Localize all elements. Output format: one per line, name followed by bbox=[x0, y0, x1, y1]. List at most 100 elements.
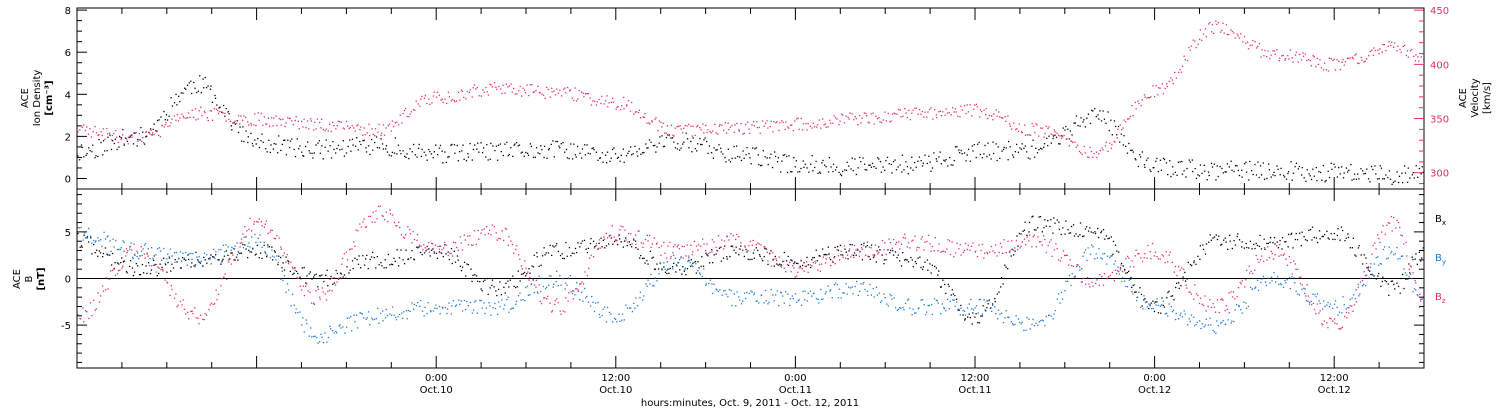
density-point bbox=[265, 148, 267, 150]
density-point bbox=[397, 144, 400, 146]
density-point bbox=[142, 131, 144, 133]
velocity-point bbox=[601, 95, 603, 97]
field-point bbox=[336, 272, 339, 275]
velocity-point bbox=[232, 122, 234, 124]
field-point bbox=[210, 263, 212, 265]
field-point bbox=[824, 262, 827, 264]
field-point bbox=[571, 252, 573, 254]
velocity-point bbox=[115, 136, 118, 138]
field-point bbox=[656, 242, 658, 244]
density-point bbox=[728, 159, 730, 161]
field-point bbox=[701, 238, 704, 240]
density-point bbox=[1020, 148, 1023, 150]
density-point bbox=[686, 138, 689, 140]
field-point bbox=[579, 283, 581, 285]
field-point bbox=[934, 265, 936, 268]
velocity-point bbox=[111, 134, 113, 137]
field-point bbox=[570, 291, 572, 293]
velocity-point bbox=[406, 115, 408, 118]
field-point bbox=[1367, 269, 1369, 272]
velocity-point bbox=[498, 85, 500, 88]
field-point bbox=[1249, 240, 1252, 242]
field-point bbox=[994, 306, 996, 308]
density-point bbox=[655, 151, 657, 153]
density-point bbox=[815, 160, 817, 163]
velocity-point bbox=[198, 110, 200, 112]
field-point bbox=[544, 254, 546, 256]
field-point bbox=[1399, 226, 1401, 229]
density-point bbox=[441, 150, 443, 152]
field-point bbox=[1160, 312, 1162, 314]
field-point bbox=[1381, 231, 1383, 233]
field-point bbox=[1070, 284, 1072, 287]
field-point bbox=[333, 276, 335, 279]
field-point bbox=[813, 256, 815, 259]
density-point bbox=[580, 157, 583, 159]
field-point bbox=[709, 251, 711, 254]
field-point bbox=[394, 260, 396, 262]
density-point bbox=[611, 148, 614, 151]
velocity-point bbox=[1113, 140, 1115, 143]
density-point bbox=[175, 93, 177, 95]
velocity-point bbox=[1319, 59, 1321, 61]
density-point bbox=[1167, 173, 1169, 176]
field-point bbox=[661, 269, 663, 271]
field-point bbox=[206, 254, 208, 256]
field-point bbox=[732, 246, 734, 248]
density-point bbox=[467, 156, 470, 158]
density-point bbox=[1248, 179, 1250, 181]
velocity-point bbox=[1339, 69, 1342, 71]
field-point bbox=[1324, 305, 1326, 308]
field-point bbox=[976, 255, 979, 258]
field-point bbox=[708, 282, 710, 285]
field-point bbox=[283, 252, 286, 254]
velocity-point bbox=[582, 92, 584, 94]
field-point bbox=[836, 249, 838, 251]
field-point bbox=[568, 292, 570, 294]
density-point bbox=[1330, 162, 1332, 165]
field-point bbox=[387, 220, 389, 223]
field-point bbox=[1101, 258, 1103, 260]
velocity-point bbox=[651, 121, 654, 123]
velocity-point bbox=[253, 124, 255, 126]
field-point bbox=[891, 298, 893, 300]
velocity-point bbox=[322, 128, 325, 131]
density-point bbox=[1169, 160, 1171, 162]
field-point bbox=[873, 254, 876, 256]
velocity-point bbox=[834, 117, 837, 119]
field-point bbox=[1091, 281, 1093, 283]
field-point bbox=[335, 332, 338, 334]
field-point bbox=[152, 257, 154, 260]
field-point bbox=[834, 256, 836, 258]
density-point bbox=[1007, 140, 1010, 143]
field-point bbox=[711, 251, 713, 253]
field-point bbox=[721, 294, 723, 296]
field-point bbox=[786, 260, 788, 262]
field-point bbox=[592, 256, 595, 258]
field-point bbox=[1053, 249, 1055, 251]
field-point bbox=[574, 294, 576, 296]
field-point bbox=[303, 294, 306, 297]
field-point bbox=[159, 263, 161, 265]
field-point bbox=[270, 229, 272, 231]
velocity-point bbox=[791, 124, 793, 126]
velocity-point bbox=[743, 132, 745, 135]
velocity-point bbox=[1363, 61, 1365, 63]
density-point bbox=[758, 163, 760, 166]
field-point bbox=[668, 268, 671, 270]
velocity-point bbox=[577, 98, 579, 100]
density-point bbox=[933, 152, 935, 154]
field-point bbox=[675, 264, 678, 266]
density-point bbox=[301, 151, 303, 153]
density-point bbox=[202, 87, 205, 89]
field-point bbox=[1155, 304, 1157, 306]
field-point bbox=[726, 256, 728, 258]
field-point bbox=[892, 254, 895, 256]
density-point bbox=[350, 150, 352, 152]
field-point bbox=[293, 304, 295, 306]
field-point bbox=[642, 242, 645, 245]
field-point bbox=[672, 268, 674, 270]
field-point bbox=[609, 234, 612, 236]
field-point bbox=[1004, 264, 1006, 266]
legend-bx-sub: x bbox=[1442, 219, 1446, 227]
